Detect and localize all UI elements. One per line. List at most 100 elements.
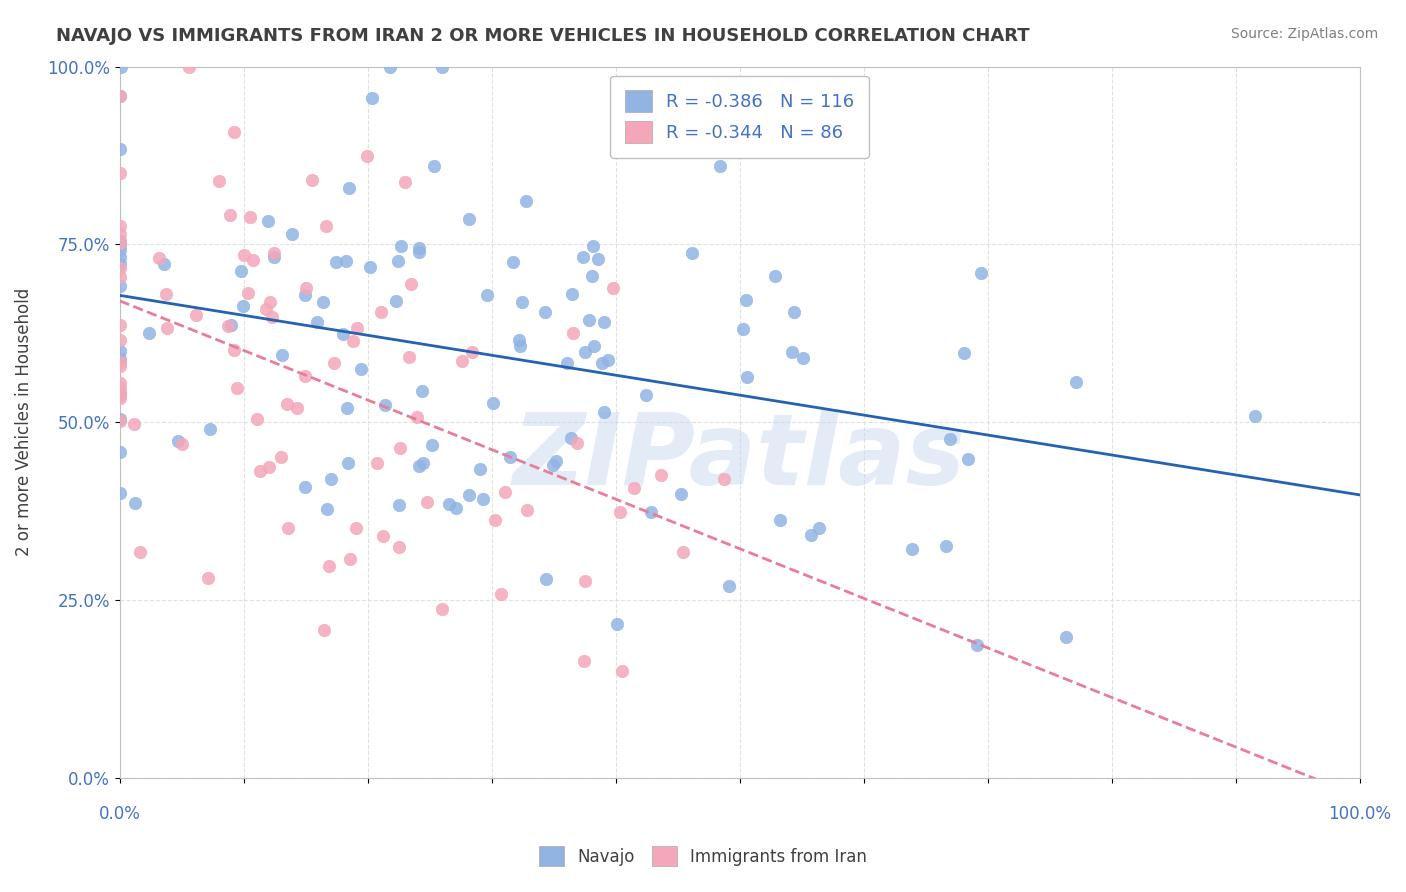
Point xyxy=(217,319,239,334)
Point xyxy=(591,356,613,370)
Point xyxy=(586,252,609,266)
Point xyxy=(472,491,495,506)
Text: ZIPatlas: ZIPatlas xyxy=(513,409,966,507)
Point xyxy=(510,295,533,310)
Point xyxy=(108,235,131,249)
Point xyxy=(224,343,246,357)
Point xyxy=(792,351,814,365)
Point xyxy=(470,462,492,476)
Point xyxy=(640,505,662,519)
Point xyxy=(221,318,243,332)
Point xyxy=(197,571,219,585)
Point xyxy=(184,308,207,322)
Point xyxy=(276,397,298,411)
Point xyxy=(344,521,367,535)
Point xyxy=(935,539,957,553)
Point xyxy=(356,148,378,162)
Point xyxy=(952,346,974,360)
Point xyxy=(108,318,131,333)
Point xyxy=(370,305,392,319)
Point xyxy=(294,288,316,302)
Point xyxy=(389,239,412,253)
Point xyxy=(335,253,357,268)
Point xyxy=(412,456,434,470)
Point xyxy=(808,521,831,535)
Point xyxy=(406,409,429,424)
Point xyxy=(800,528,823,542)
Point xyxy=(259,294,281,309)
Point xyxy=(312,295,335,310)
Point xyxy=(156,320,179,334)
Point xyxy=(502,255,524,269)
Point xyxy=(398,350,420,364)
Point xyxy=(108,386,131,401)
Point xyxy=(387,254,409,268)
Point xyxy=(733,321,755,335)
Point xyxy=(555,356,578,370)
Point xyxy=(315,219,337,234)
Point xyxy=(254,301,277,316)
Point xyxy=(337,181,360,195)
Point xyxy=(226,380,249,394)
Point xyxy=(713,472,735,486)
Point xyxy=(650,468,672,483)
Point xyxy=(108,279,131,293)
Point xyxy=(108,142,131,156)
Point xyxy=(108,412,131,426)
Point xyxy=(108,270,131,285)
Point xyxy=(108,376,131,391)
Point xyxy=(108,359,131,373)
Point xyxy=(411,384,433,398)
Y-axis label: 2 or more Vehicles in Household: 2 or more Vehicles in Household xyxy=(15,288,32,557)
Point xyxy=(233,248,256,262)
Point xyxy=(323,356,346,370)
Point xyxy=(249,464,271,478)
Point xyxy=(499,450,522,465)
Point xyxy=(314,623,336,637)
Point xyxy=(166,434,188,448)
Point xyxy=(242,253,264,268)
Point xyxy=(129,544,152,558)
Point xyxy=(408,244,430,259)
Point xyxy=(108,250,131,264)
Point xyxy=(336,456,359,470)
Point xyxy=(108,344,131,359)
Point xyxy=(582,239,605,253)
Point xyxy=(515,194,537,209)
Point xyxy=(416,495,439,509)
Point xyxy=(138,326,160,341)
Point xyxy=(592,315,614,329)
Point xyxy=(508,333,530,347)
Point xyxy=(602,281,624,295)
Point xyxy=(494,485,516,500)
Text: Source: ZipAtlas.com: Source: ZipAtlas.com xyxy=(1230,27,1378,41)
Point xyxy=(709,159,731,173)
Point xyxy=(596,353,619,368)
Point xyxy=(359,260,381,274)
Point xyxy=(294,479,316,493)
Point xyxy=(420,438,443,452)
Point xyxy=(152,257,174,271)
Point xyxy=(966,639,988,653)
Point xyxy=(232,299,254,313)
Point xyxy=(336,401,359,416)
Point xyxy=(262,310,284,325)
Point xyxy=(307,315,329,329)
Point xyxy=(124,496,146,510)
Point xyxy=(108,227,131,241)
Point xyxy=(509,338,531,352)
Point xyxy=(457,211,479,226)
Point xyxy=(388,498,411,512)
Point xyxy=(229,263,252,277)
Point xyxy=(172,436,194,450)
Point xyxy=(578,312,600,326)
Point xyxy=(108,166,131,180)
Point xyxy=(108,219,131,234)
Text: NAVAJO VS IMMIGRANTS FROM IRAN 2 OR MORE VEHICLES IN HOUSEHOLD CORRELATION CHART: NAVAJO VS IMMIGRANTS FROM IRAN 2 OR MORE… xyxy=(56,27,1029,45)
Legend: Navajo, Immigrants from Iran: Navajo, Immigrants from Iran xyxy=(531,838,875,875)
Point xyxy=(318,559,340,574)
Point xyxy=(735,370,758,384)
Point xyxy=(408,458,430,473)
Point xyxy=(672,545,695,559)
Point xyxy=(938,432,960,446)
